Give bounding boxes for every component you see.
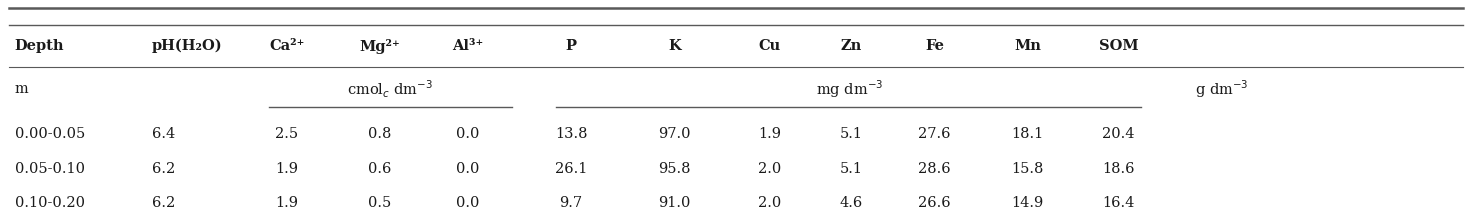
Text: 2.0: 2.0: [758, 196, 782, 210]
Text: 6.2: 6.2: [152, 162, 175, 176]
Text: Al³⁺: Al³⁺: [452, 39, 484, 53]
Text: 20.4: 20.4: [1103, 127, 1135, 141]
Text: 4.6: 4.6: [839, 196, 863, 210]
Text: 91.0: 91.0: [658, 196, 690, 210]
Text: 14.9: 14.9: [1011, 196, 1044, 210]
Text: 27.6: 27.6: [919, 127, 951, 141]
Text: 15.8: 15.8: [1011, 162, 1044, 176]
Text: 26.1: 26.1: [555, 162, 587, 176]
Text: 18.6: 18.6: [1103, 162, 1135, 176]
Text: 0.0: 0.0: [456, 196, 480, 210]
Text: 95.8: 95.8: [658, 162, 690, 176]
Text: 0.00-0.05: 0.00-0.05: [15, 127, 85, 141]
Text: Mn: Mn: [1014, 39, 1041, 53]
Text: 0.10-0.20: 0.10-0.20: [15, 196, 85, 210]
Text: 0.5: 0.5: [368, 196, 392, 210]
Text: pH(H₂O): pH(H₂O): [152, 39, 222, 53]
Text: 9.7: 9.7: [559, 196, 583, 210]
Text: 0.8: 0.8: [368, 127, 392, 141]
Text: 5.1: 5.1: [839, 162, 863, 176]
Text: 2.5: 2.5: [275, 127, 299, 141]
Text: K: K: [668, 39, 680, 53]
Text: SOM: SOM: [1100, 39, 1138, 53]
Text: Ca²⁺: Ca²⁺: [269, 39, 305, 53]
Text: 13.8: 13.8: [555, 127, 587, 141]
Text: cmol$_c$ dm$^{-3}$: cmol$_c$ dm$^{-3}$: [347, 79, 433, 100]
Text: Zn: Zn: [841, 39, 861, 53]
Text: 0.0: 0.0: [456, 127, 480, 141]
Text: 97.0: 97.0: [658, 127, 690, 141]
Text: 6.2: 6.2: [152, 196, 175, 210]
Text: 18.1: 18.1: [1011, 127, 1044, 141]
Text: mg dm$^{-3}$: mg dm$^{-3}$: [815, 78, 883, 100]
Text: 2.0: 2.0: [758, 162, 782, 176]
Text: 26.6: 26.6: [919, 196, 951, 210]
Text: 1.9: 1.9: [275, 162, 299, 176]
Text: 0.6: 0.6: [368, 162, 392, 176]
Text: g dm$^{-3}$: g dm$^{-3}$: [1195, 78, 1248, 100]
Text: 28.6: 28.6: [919, 162, 951, 176]
Text: m: m: [15, 82, 28, 96]
Text: 16.4: 16.4: [1103, 196, 1135, 210]
Text: 0.05-0.10: 0.05-0.10: [15, 162, 85, 176]
Text: P: P: [565, 39, 577, 53]
Text: 6.4: 6.4: [152, 127, 175, 141]
Text: 5.1: 5.1: [839, 127, 863, 141]
Text: 1.9: 1.9: [758, 127, 782, 141]
Text: 1.9: 1.9: [275, 196, 299, 210]
Text: 0.0: 0.0: [456, 162, 480, 176]
Text: Fe: Fe: [926, 39, 944, 53]
Text: Cu: Cu: [758, 39, 782, 53]
Text: Mg²⁺: Mg²⁺: [359, 39, 400, 54]
Text: Depth: Depth: [15, 39, 65, 53]
